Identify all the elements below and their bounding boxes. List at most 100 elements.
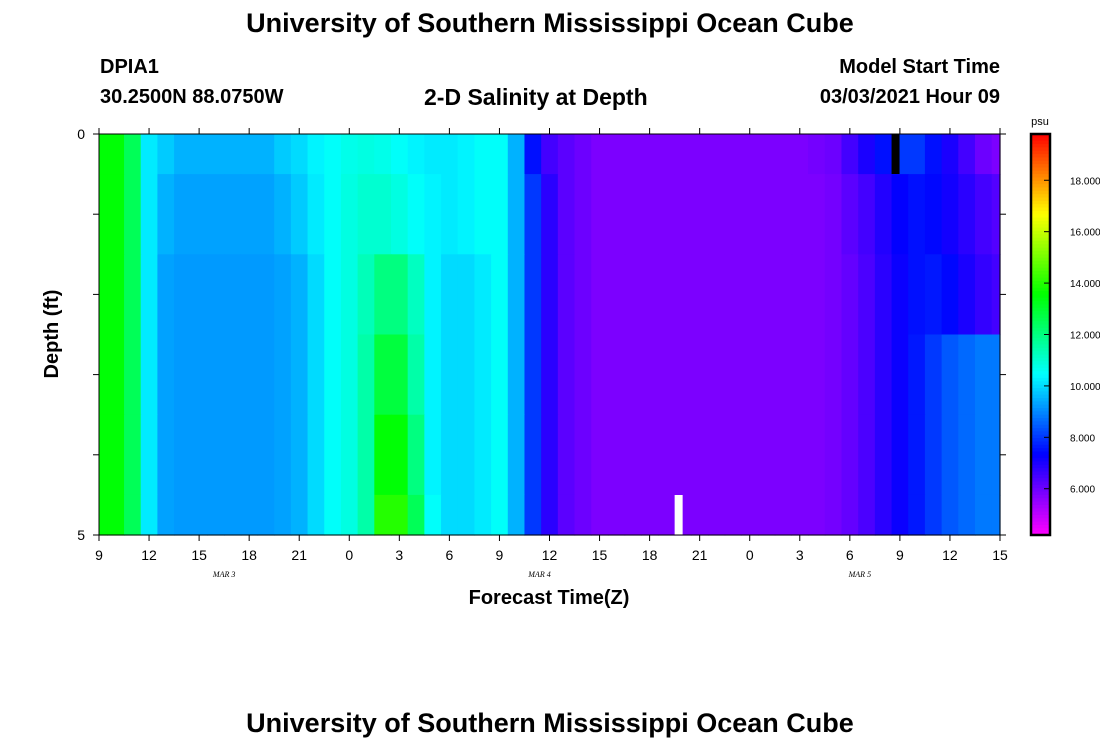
heatmap-cell bbox=[624, 134, 642, 175]
heatmap-cell bbox=[324, 334, 342, 416]
heatmap-cell bbox=[974, 174, 993, 255]
heatmap-cell bbox=[541, 414, 559, 496]
heatmap-cell bbox=[724, 334, 742, 416]
heatmap-cell bbox=[474, 254, 492, 336]
colorbar-segment bbox=[1031, 531, 1050, 536]
heatmap-cell bbox=[190, 414, 209, 496]
colorbar-segment bbox=[1031, 371, 1050, 376]
heatmap-cell bbox=[307, 334, 325, 416]
colorbar-segment bbox=[1031, 441, 1050, 446]
colorbar-segment bbox=[1031, 137, 1050, 142]
colorbar-segment bbox=[1031, 260, 1050, 265]
date-label: MAR 3 bbox=[212, 570, 235, 579]
colorbar-tick-label: 10.000 bbox=[1070, 382, 1100, 393]
heatmap-cell bbox=[941, 334, 959, 416]
station-coordinates: 30.2500N 88.0750W bbox=[100, 86, 284, 108]
heatmap-cell bbox=[708, 494, 726, 536]
heatmap-cell bbox=[207, 174, 225, 255]
heatmap-cell bbox=[290, 494, 309, 536]
heatmap-cell bbox=[274, 174, 292, 255]
heatmap-cell bbox=[224, 414, 242, 496]
heatmap-cell bbox=[641, 174, 659, 255]
colorbar-segment bbox=[1031, 314, 1050, 319]
colorbar-segment bbox=[1031, 234, 1050, 239]
heatmap-cell bbox=[340, 134, 359, 175]
heatmap-cell bbox=[140, 334, 158, 416]
colorbar-segment bbox=[1031, 367, 1050, 372]
colorbar-segment bbox=[1031, 528, 1050, 533]
heatmap-cell bbox=[407, 134, 425, 175]
heatmap-cell bbox=[290, 414, 309, 496]
heatmap-cell bbox=[674, 414, 692, 496]
heatmap-cell bbox=[557, 134, 576, 175]
heatmap-cell bbox=[724, 134, 742, 175]
x-axis-label: Forecast Time(Z) bbox=[469, 587, 630, 609]
heatmap-cell bbox=[474, 174, 492, 255]
colorbar: 6.000 8.000 10.000 12.000 14.000 16.000 18.000 bbox=[1029, 132, 1100, 537]
heatmap-cell bbox=[958, 494, 976, 536]
heatmap-cell bbox=[474, 494, 492, 536]
heatmap-cell bbox=[174, 334, 192, 416]
colorbar-segment bbox=[1031, 200, 1050, 205]
colorbar-segment bbox=[1031, 264, 1050, 269]
colorbar-segment bbox=[1031, 257, 1050, 262]
heatmap-cell bbox=[307, 494, 325, 536]
heatmap-cell bbox=[591, 134, 609, 175]
heatmap-cell bbox=[99, 494, 108, 536]
heatmap-cell bbox=[207, 494, 225, 536]
colorbar-segment bbox=[1031, 294, 1050, 299]
x-tick-label: 15 bbox=[592, 547, 608, 563]
heatmap-cell bbox=[791, 494, 809, 536]
colorbar-segment bbox=[1031, 177, 1050, 182]
heatmap-cell bbox=[858, 254, 876, 336]
heatmap-cell bbox=[340, 414, 359, 496]
model-start-label: Model Start Time bbox=[839, 56, 1000, 78]
colorbar-segment bbox=[1031, 481, 1050, 486]
colorbar-unit: psu bbox=[1031, 116, 1049, 128]
heatmap-cell bbox=[424, 134, 442, 175]
heatmap-cell bbox=[357, 254, 375, 336]
heatmap-cell bbox=[374, 254, 392, 336]
heatmap-cell bbox=[641, 334, 659, 416]
heatmap-cell bbox=[240, 174, 259, 255]
heatmap-cell bbox=[958, 134, 976, 175]
colorbar-segment bbox=[1031, 341, 1050, 346]
heatmap-cell bbox=[124, 174, 142, 255]
heatmap-cell bbox=[791, 334, 809, 416]
heatmap-cell bbox=[674, 174, 692, 255]
heatmap-cell bbox=[941, 174, 959, 255]
heatmap-cell bbox=[591, 414, 609, 496]
heatmap-cell bbox=[441, 134, 459, 175]
colorbar-segment bbox=[1031, 337, 1050, 342]
heatmap-cell bbox=[774, 414, 793, 496]
x-tick-label: 6 bbox=[846, 547, 854, 563]
colorbar-segment bbox=[1031, 220, 1050, 225]
heatmap-cell bbox=[424, 174, 442, 255]
colorbar-segment bbox=[1031, 424, 1050, 429]
colorbar-segment bbox=[1031, 304, 1050, 309]
heatmap-cell bbox=[624, 254, 642, 336]
heatmap-cell bbox=[891, 174, 909, 255]
heatmap-cell bbox=[591, 254, 609, 336]
colorbar-segment bbox=[1031, 434, 1050, 439]
colorbar-segment bbox=[1031, 428, 1050, 433]
y-axis-ticks: 05 bbox=[77, 126, 1006, 543]
colorbar-segment bbox=[1031, 491, 1050, 496]
heatmap-cell bbox=[808, 494, 826, 536]
chart-title: 2-D Salinity at Depth bbox=[424, 84, 648, 110]
heatmap-cell bbox=[557, 414, 576, 496]
heatmap-cell bbox=[657, 494, 676, 536]
heatmap-cell bbox=[107, 494, 125, 536]
heatmap-cell bbox=[207, 334, 225, 416]
heatmap-cell bbox=[357, 334, 375, 416]
colorbar-tick-label: 12.000 bbox=[1070, 331, 1100, 342]
x-tick-label: 9 bbox=[95, 547, 103, 563]
colorbar-tick-label: 18.000 bbox=[1070, 176, 1100, 187]
heatmap-cell bbox=[174, 174, 192, 255]
colorbar-segment bbox=[1031, 377, 1050, 382]
colorbar-segment bbox=[1031, 140, 1050, 145]
heatmap-cell bbox=[257, 334, 275, 416]
heatmap-cell bbox=[908, 494, 926, 536]
colorbar-segment bbox=[1031, 134, 1050, 138]
